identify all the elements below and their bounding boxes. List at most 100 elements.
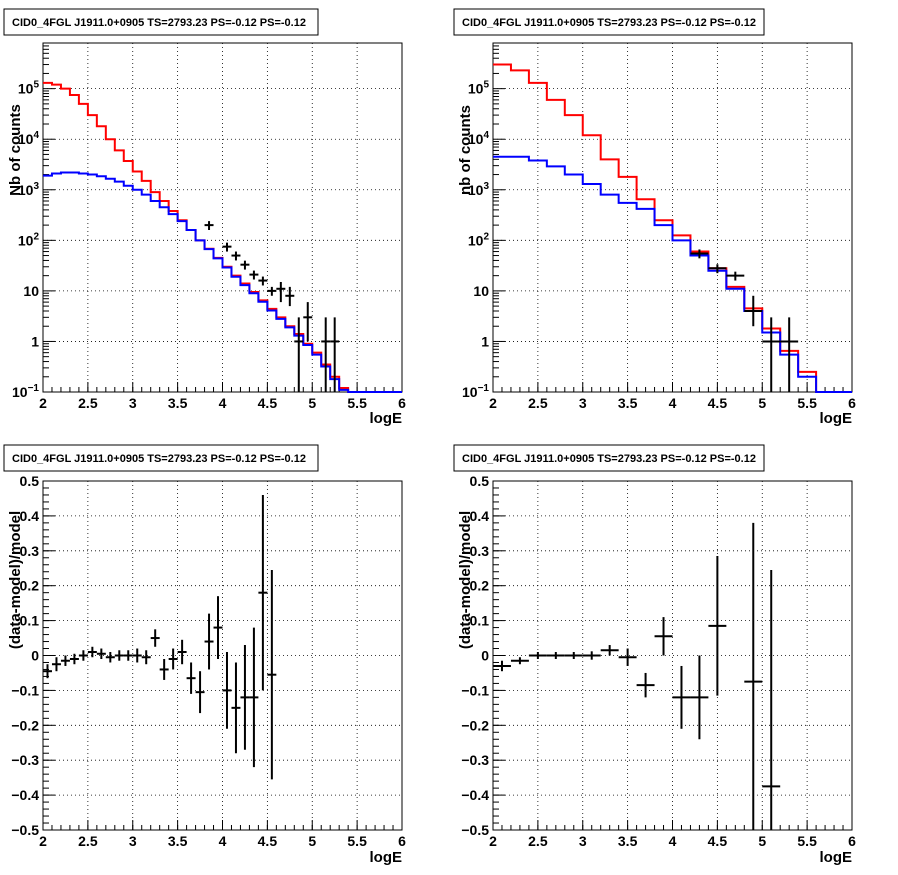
x-tick-label: 2	[489, 833, 497, 849]
x-tick-label: 4	[219, 395, 227, 411]
y-tick-label: 0	[481, 648, 489, 664]
x-tick-label: 4	[669, 833, 677, 849]
y-tick-label: 102	[18, 231, 40, 248]
chart-title: CID0_4FGL J1911.0+0905 TS=2793.23 PS=-0.…	[12, 17, 306, 29]
y-tick-label: −0.5	[11, 822, 39, 838]
y-tick-label: 0.4	[470, 508, 490, 524]
chart-title: CID0_4FGL J1911.0+0905 TS=2793.23 PS=-0.…	[462, 17, 756, 29]
data-point	[249, 627, 259, 768]
data-point	[600, 645, 619, 656]
y-tick-label: 104	[468, 130, 490, 147]
x-axis-label: logE	[370, 410, 403, 427]
y-tick-label: 105	[18, 80, 40, 97]
data-point	[546, 652, 565, 659]
data-point	[204, 613, 214, 670]
data-point	[78, 650, 88, 661]
data-point	[123, 650, 133, 661]
data-point	[582, 651, 601, 660]
x-tick-label: 6	[848, 833, 856, 849]
histogram-line-series-2	[43, 171, 402, 393]
data-point	[177, 639, 187, 665]
y-tick-label: −0.3	[461, 752, 489, 768]
data-point	[294, 317, 304, 392]
plot-frame	[42, 42, 403, 393]
y-tick-label: −0.2	[461, 717, 489, 733]
x-tick-label: 3	[579, 395, 587, 411]
y-axis-label: (data-model)/model	[7, 511, 24, 649]
y-tick-label: 10−1	[462, 383, 489, 400]
data-point	[231, 251, 241, 261]
y-tick-label: −0.4	[11, 787, 39, 803]
y-tick-label: 10−1	[12, 383, 39, 400]
y-tick-label: 105	[468, 80, 490, 97]
data-point	[528, 652, 547, 659]
y-tick-label: 1	[31, 333, 39, 349]
title-box	[3, 444, 319, 472]
data-point	[303, 302, 313, 342]
data-point	[267, 569, 277, 780]
data-point	[87, 646, 97, 658]
y-tick-label: 1	[481, 333, 489, 349]
data-point	[267, 286, 277, 296]
x-tick-label: 3	[579, 833, 587, 849]
data-point	[195, 671, 205, 714]
x-tick-label: 3	[129, 833, 137, 849]
data-point	[744, 295, 763, 327]
y-tick-label: −0.1	[11, 682, 39, 698]
data-point	[708, 264, 727, 274]
y-tick-label: 0.3	[20, 543, 40, 559]
x-tick-label: 3.5	[168, 833, 188, 849]
x-axis-label: logE	[370, 849, 403, 866]
title-box	[3, 8, 319, 36]
x-tick-label: 5.5	[347, 833, 367, 849]
x-tick-label: 2	[39, 395, 47, 411]
x-tick-label: 3.5	[618, 395, 638, 411]
x-axis-label: logE	[820, 849, 853, 866]
data-point	[231, 662, 241, 754]
data-point	[222, 652, 232, 729]
data-point	[43, 664, 52, 679]
x-tick-label: 4.5	[258, 833, 278, 849]
x-axis-label: logE	[820, 410, 853, 427]
x-tick-label: 5	[308, 395, 316, 411]
data-point	[132, 648, 142, 663]
data-point	[258, 276, 268, 286]
x-tick-label: 2.5	[528, 395, 548, 411]
data-point	[141, 650, 151, 665]
plot-frame	[492, 42, 853, 393]
data-point	[69, 653, 79, 665]
y-tick-label: 0.2	[470, 578, 490, 594]
y-tick-label: 103	[18, 181, 40, 198]
data-point	[222, 242, 232, 252]
data-point	[708, 556, 727, 696]
x-tick-label: 5	[308, 833, 316, 849]
data-point	[240, 260, 250, 270]
x-tick-label: 4	[669, 395, 677, 411]
y-tick-label: 0.1	[20, 613, 40, 629]
data-point	[618, 648, 637, 666]
y-tick-label: 0	[31, 648, 39, 664]
x-tick-label: 6	[398, 833, 406, 849]
x-tick-label: 2.5	[78, 833, 98, 849]
data-point	[564, 652, 583, 659]
y-tick-label: 0.3	[470, 543, 490, 559]
data-point	[240, 645, 250, 750]
y-axis-label: Nb of counts	[7, 104, 24, 196]
chart-panel-1: 2 2.5 3 3.5 4 4.5 5 5.5 6 10−1 1 10 102 103 104 105 CID0…	[3, 8, 406, 427]
x-tick-label: 3.5	[168, 395, 188, 411]
x-tick-label: 2	[489, 395, 497, 411]
x-tick-label: 2.5	[78, 395, 98, 411]
data-point	[672, 665, 691, 729]
x-tick-label: 6	[398, 395, 406, 411]
x-tick-label: 4.5	[258, 395, 278, 411]
data-point	[204, 221, 214, 231]
x-tick-label: 3.5	[618, 833, 638, 849]
x-tick-label: 4.5	[708, 833, 728, 849]
data-point	[780, 317, 799, 392]
data-point	[690, 249, 709, 259]
data-point	[213, 596, 223, 659]
y-tick-label: 0.5	[20, 473, 40, 489]
y-tick-label: −0.2	[11, 717, 39, 733]
x-tick-label: 3	[129, 395, 137, 411]
chart-title: CID0_4FGL J1911.0+0905 TS=2793.23 PS=-0.…	[462, 453, 756, 465]
